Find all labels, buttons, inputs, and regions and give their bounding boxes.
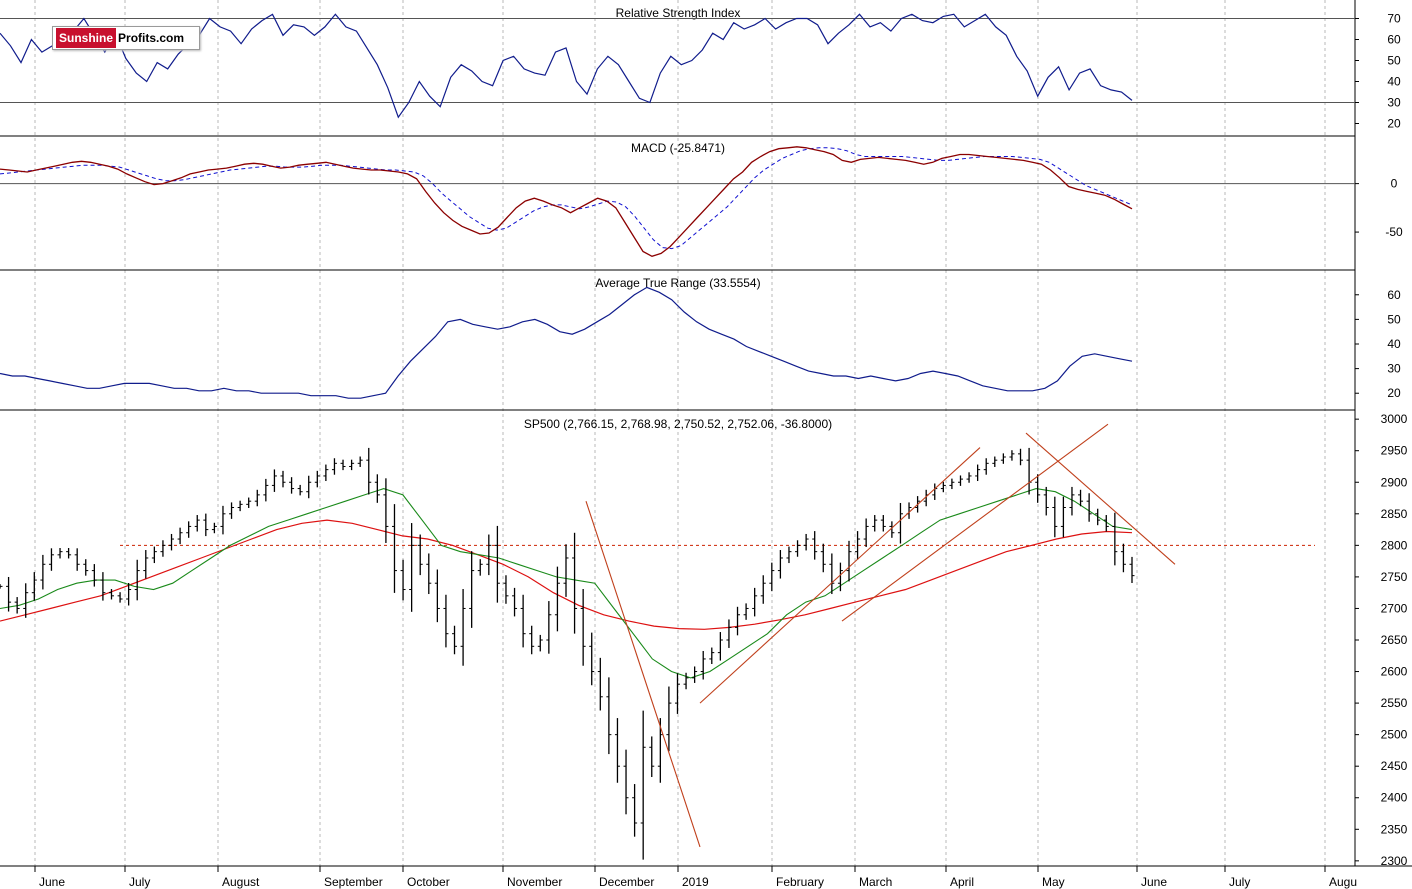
ma-200-line — [0, 519, 1133, 630]
atr-line — [0, 286, 1133, 399]
trend-line-0 — [585, 501, 701, 848]
x-tick-label-13: July — [1229, 875, 1250, 889]
x-tick-label-1: July — [129, 875, 150, 889]
sunshine-profits-logo: Sunshine Profits.com — [52, 26, 200, 50]
atr-tick-label-0: 20 — [1387, 386, 1401, 400]
atr-tick-label-3: 50 — [1387, 312, 1401, 326]
price-tick-label-6: 2600 — [1381, 665, 1408, 679]
price-tick-label-0: 2300 — [1381, 854, 1408, 868]
rsi-title: Relative Strength Index — [616, 6, 741, 20]
x-tick-label-0: June — [39, 875, 65, 889]
macd-tick-label-0: 0 — [1391, 177, 1398, 191]
atr-panel: Average True Range (33.5554) 20 30 40 50 60 — [0, 276, 1401, 400]
rsi-panel: Relative Strength Index 20 30 40 50 60 70 — [0, 6, 1401, 131]
price-tick-label-13: 2950 — [1381, 444, 1408, 458]
logo-part-b: Profits.com — [118, 31, 185, 45]
x-tick-label-9: March — [859, 875, 892, 889]
trend-line-3 — [1025, 432, 1176, 565]
x-tick-label-5: November — [507, 875, 562, 889]
macd-panel: MACD (-25.8471) 0 -50 — [0, 141, 1403, 258]
price-panel: SP500 (2,766.15, 2,768.98, 2,750.52, 2,7… — [0, 412, 1408, 868]
price-title: SP500 (2,766.15, 2,768.98, 2,750.52, 2,7… — [524, 417, 832, 431]
x-tick-label-4: October — [407, 875, 450, 889]
price-tick-label-10: 2800 — [1381, 538, 1408, 552]
rsi-tick-label-4: 60 — [1387, 33, 1401, 47]
price-tick-label-9: 2750 — [1381, 570, 1408, 584]
x-tick-label-12: June — [1141, 875, 1167, 889]
macd-signal-line — [0, 147, 1133, 250]
price-tick-label-8: 2700 — [1381, 601, 1408, 615]
x-tick-label-2: August — [222, 875, 260, 889]
rsi-tick-label-0: 20 — [1387, 117, 1401, 131]
price-tick-label-2: 2400 — [1381, 791, 1408, 805]
price-tick-label-3: 2450 — [1381, 759, 1408, 773]
macd-title: MACD (-25.8471) — [631, 141, 725, 155]
x-tick-label-14: Augu — [1329, 875, 1357, 889]
price-tick-label-1: 2350 — [1381, 822, 1408, 836]
price-tick-label-7: 2650 — [1381, 633, 1408, 647]
panel-frames — [0, 0, 1412, 867]
price-tick-label-4: 2500 — [1381, 728, 1408, 742]
atr-title: Average True Range (33.5554) — [595, 276, 760, 290]
atr-tick-label-4: 60 — [1387, 288, 1401, 302]
x-tick-label-10: April — [950, 875, 974, 889]
macd-line — [0, 146, 1133, 258]
x-tick-label-11: May — [1042, 875, 1065, 889]
atr-tick-label-1: 30 — [1387, 362, 1401, 376]
rsi-tick-label-2: 40 — [1387, 75, 1401, 89]
price-tick-label-5: 2550 — [1381, 696, 1408, 710]
macd-tick-label-1: -50 — [1385, 225, 1403, 239]
x-tick-label-6: December — [599, 875, 654, 889]
price-tick-label-12: 2900 — [1381, 475, 1408, 489]
x-tick-label-3: September — [324, 875, 383, 889]
rsi-tick-label-3: 50 — [1387, 54, 1401, 68]
logo-part-a: Sunshine — [56, 28, 117, 48]
rsi-tick-label-5: 70 — [1387, 12, 1401, 26]
price-tick-label-14: 3000 — [1381, 412, 1408, 426]
rsi-tick-label-1: 30 — [1387, 96, 1401, 110]
price-tick-label-11: 2850 — [1381, 507, 1408, 521]
trend-line-2 — [841, 423, 1109, 622]
x-tick-label-8: February — [776, 875, 824, 889]
x-tick-label-7: 2019 — [682, 875, 709, 889]
trend-line-1 — [699, 447, 981, 704]
x-axis: June July August September October November De… — [34, 866, 1357, 889]
atr-tick-label-2: 40 — [1387, 337, 1401, 351]
grid-lines — [34, 0, 1326, 866]
